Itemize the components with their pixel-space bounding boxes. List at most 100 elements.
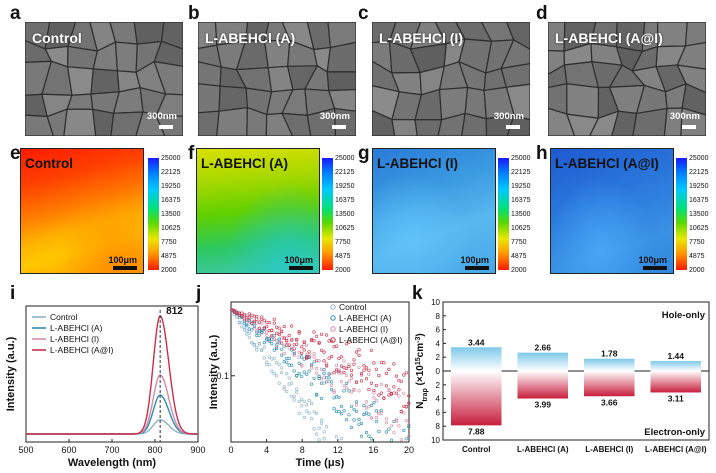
data-point <box>285 371 289 376</box>
data-point <box>352 407 356 412</box>
data-point <box>379 391 383 395</box>
data-point <box>342 409 346 413</box>
plot-frame <box>230 301 410 443</box>
data-point <box>377 373 381 378</box>
panel-label-i: i <box>10 283 16 304</box>
data-point <box>407 434 411 438</box>
sem-grain <box>611 110 638 136</box>
y-tick-label: 4 <box>436 395 441 404</box>
y-axis-label-part: cm <box>415 343 426 358</box>
data-point <box>397 424 401 428</box>
bar-electron-only <box>450 371 502 426</box>
peak-annotation: 812 <box>166 306 183 317</box>
colorbar-tick-label: 19250 <box>511 183 531 190</box>
sem-grain <box>676 64 706 94</box>
data-point <box>309 382 314 386</box>
data-point <box>287 356 291 360</box>
colorbar-labels-e: 25000 22125 19250 16375 13500 10625 7750 4875 20… <box>161 155 197 274</box>
data-point <box>285 338 289 343</box>
panel-label-h: h <box>536 143 548 164</box>
bar-value-label: 2.66 <box>534 343 551 353</box>
data-point <box>319 332 324 336</box>
data-point <box>342 389 346 393</box>
colorbar-tick-label: 4875 <box>161 253 177 260</box>
data-point <box>374 367 378 371</box>
colorbar-tick-label: 22125 <box>335 169 355 176</box>
data-point <box>332 345 336 349</box>
data-point <box>332 389 336 393</box>
data-point <box>372 401 376 405</box>
data-point <box>319 421 324 425</box>
data-point <box>369 437 373 441</box>
data-point <box>359 379 364 383</box>
data-point <box>292 351 296 356</box>
data-point <box>309 362 314 367</box>
data-point <box>329 354 334 359</box>
bar-value-label: 3.44 <box>468 337 485 347</box>
sem-grain <box>198 110 220 136</box>
legend-marker <box>330 326 336 332</box>
data-point <box>367 404 371 409</box>
data-point <box>317 426 321 430</box>
data-point <box>339 355 344 359</box>
sem-grain <box>684 22 706 47</box>
data-point <box>337 395 341 400</box>
data-point <box>295 387 299 391</box>
sem-grain <box>155 93 183 117</box>
data-point <box>379 411 383 415</box>
data-point <box>272 317 276 321</box>
data-point <box>327 379 331 384</box>
category-label: L-ABEHCl (A@I) <box>645 445 707 454</box>
data-point <box>292 369 296 373</box>
data-point <box>280 370 284 375</box>
data-point <box>327 339 331 343</box>
data-point <box>332 371 336 375</box>
legend-label: L-ABEHCl (A@I) <box>50 345 114 355</box>
data-point <box>295 342 299 346</box>
sem-grain <box>327 22 356 49</box>
data-point <box>290 338 294 342</box>
data-point <box>275 346 279 351</box>
chart-i-svg: 500 600 700 800 900 Wavelength (nm) Intensity … <box>5 305 206 469</box>
data-point <box>290 324 294 328</box>
data-point <box>354 403 359 407</box>
data-point <box>265 333 269 338</box>
data-point <box>277 332 281 337</box>
sem-grain-texture <box>25 22 183 136</box>
data-point <box>312 330 316 334</box>
data-point <box>399 379 403 383</box>
legend-label: L-ABEHCl (A) <box>50 323 103 333</box>
data-point <box>384 430 388 434</box>
data-point <box>317 438 321 442</box>
legend-label: Control <box>50 312 78 322</box>
data-point <box>235 310 239 314</box>
data-point <box>307 350 311 354</box>
data-point <box>260 348 264 352</box>
data-point <box>265 324 269 329</box>
data-point <box>312 339 316 343</box>
pl-map-scale-label: 100μm <box>638 255 667 265</box>
bar-electron-only <box>583 371 635 397</box>
data-point <box>302 348 306 352</box>
series-points <box>230 309 344 442</box>
data-point <box>302 399 306 403</box>
sem-image-i: L-ABEHCl (I) 300nm <box>372 22 530 136</box>
data-point <box>364 400 369 404</box>
panel-label-d: d <box>536 3 548 24</box>
data-point <box>342 370 346 375</box>
data-point <box>367 372 371 376</box>
data-point <box>359 421 364 425</box>
data-point <box>297 361 301 365</box>
colorbar-tick-label: 22125 <box>689 169 709 176</box>
data-point <box>240 311 244 315</box>
data-point <box>372 361 376 365</box>
data-point <box>302 340 306 345</box>
y-tick-label: 10 <box>431 436 440 445</box>
data-point <box>374 415 378 420</box>
sem-grain <box>548 107 576 136</box>
data-point <box>245 332 249 336</box>
sem-image-a: L-ABEHCl (A) 300nm <box>198 22 356 136</box>
sem-grain <box>218 85 249 112</box>
data-point <box>339 437 344 441</box>
sem-grain-texture <box>548 22 706 136</box>
